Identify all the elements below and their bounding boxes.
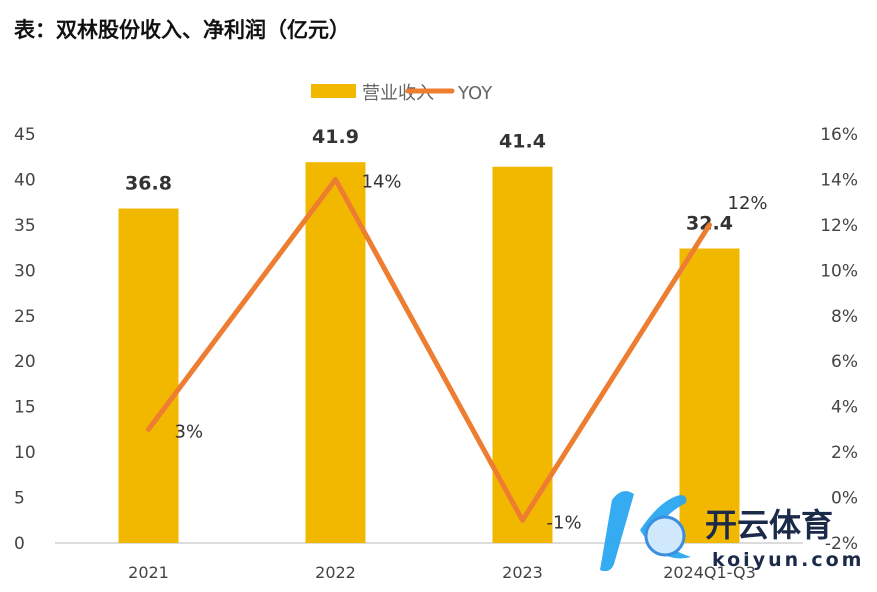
bar-data-label: 41.4	[499, 131, 546, 153]
right-axis-tick: 6%	[831, 352, 858, 372]
x-axis-tick: 2023	[502, 563, 543, 582]
chart-title: 表：双林股份收入、净利润（亿元）	[14, 18, 350, 42]
yoy-data-label: 3%	[175, 421, 204, 442]
right-axis-tick: 10%	[820, 261, 858, 281]
bar-revenue	[118, 208, 179, 544]
left-axis-tick: 0	[14, 534, 25, 554]
left-axis-tick: 25	[14, 307, 36, 327]
yoy-data-label: -1%	[547, 512, 582, 533]
left-axis-tick: 35	[14, 216, 36, 236]
x-axis-tick: 2021	[128, 563, 169, 582]
right-axis-tick: 0%	[831, 489, 858, 509]
left-axis-tick: 5	[14, 489, 25, 509]
legend-label-revenue: 营业收入	[362, 83, 434, 104]
left-axis-tick: 45	[14, 125, 36, 145]
right-axis-tick: -2%	[825, 534, 858, 554]
legend-label-yoy: YOY	[457, 83, 493, 104]
x-axis-tick: 2022	[315, 563, 356, 582]
right-axis-tick: 2%	[831, 443, 858, 463]
left-axis-tick: 20	[14, 352, 36, 372]
bar-revenue	[679, 248, 740, 543]
right-axis-tick: 8%	[831, 307, 858, 327]
left-axis-tick: 40	[14, 170, 36, 190]
bar-revenue	[305, 162, 366, 544]
yoy-data-label: 12%	[728, 193, 768, 214]
bar-data-label: 41.9	[312, 126, 359, 148]
legend-swatch-revenue	[311, 84, 356, 98]
yoy-line	[146, 176, 712, 523]
right-axis-tick: 12%	[820, 216, 858, 236]
x-axis-tick: 2024Q1-Q3	[663, 563, 756, 582]
right-axis-tick: 14%	[820, 170, 858, 190]
left-axis-tick: 15	[14, 398, 36, 418]
right-axis-tick: 16%	[820, 125, 858, 145]
right-axis-tick: 4%	[831, 398, 858, 418]
left-axis-tick: 10	[14, 443, 36, 463]
yoy-data-label: 14%	[362, 171, 402, 192]
bar-data-label: 36.8	[125, 173, 172, 195]
left-axis-tick: 30	[14, 261, 36, 281]
watermark-url: koiyun.com	[712, 549, 864, 571]
watermark-text: 开云体育	[705, 506, 833, 544]
soccer-ball-icon	[644, 515, 686, 557]
